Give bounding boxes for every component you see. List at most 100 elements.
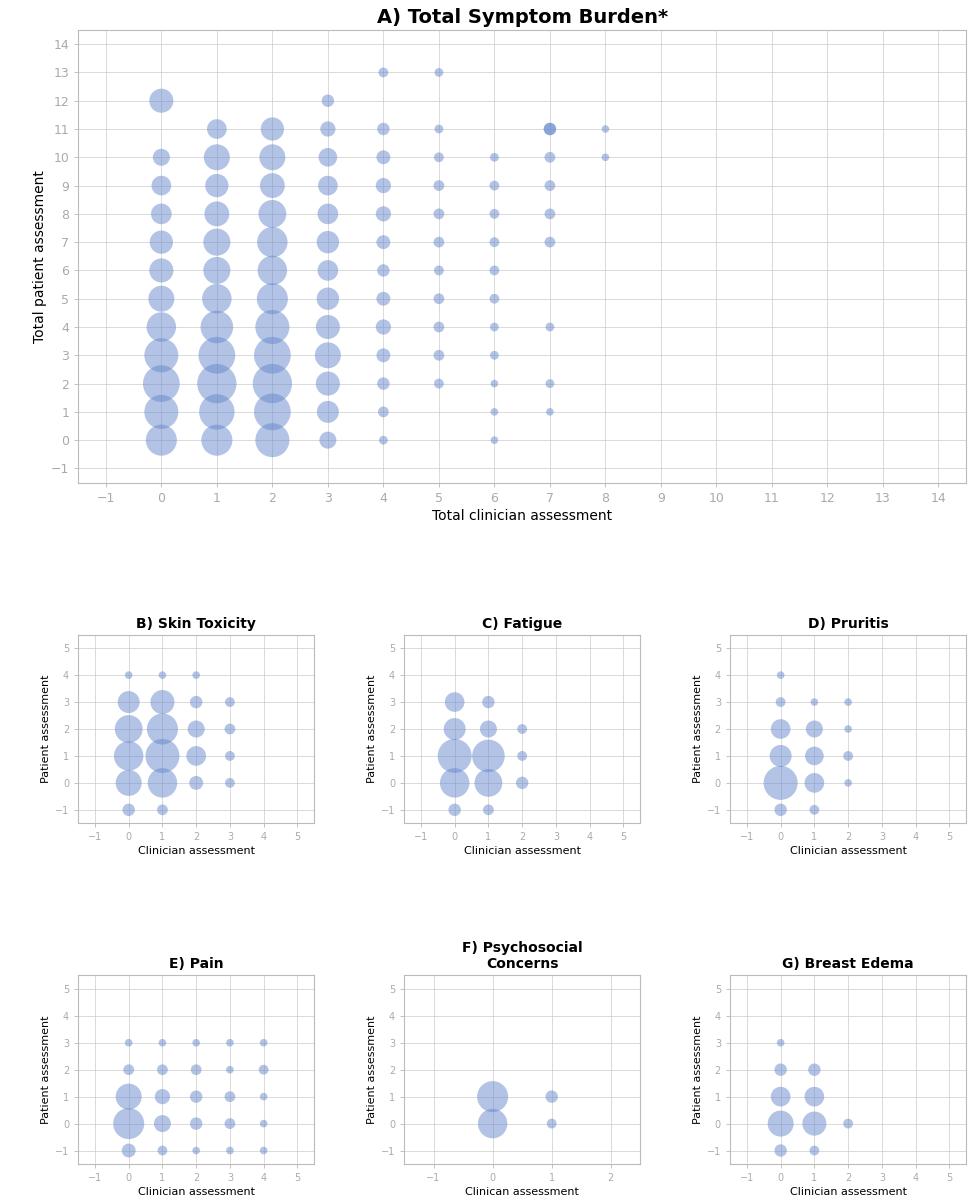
- Point: [806, 692, 822, 712]
- Point: [487, 260, 503, 280]
- Point: [188, 1033, 204, 1052]
- Point: [121, 666, 137, 685]
- Point: [542, 318, 557, 337]
- Point: [264, 402, 280, 421]
- Point: [806, 773, 822, 792]
- Point: [773, 800, 789, 820]
- Point: [209, 176, 224, 196]
- X-axis label: Clinician assessment: Clinician assessment: [138, 1187, 255, 1198]
- Point: [264, 318, 280, 337]
- Point: [121, 773, 137, 792]
- Point: [223, 692, 238, 712]
- Point: [376, 346, 391, 365]
- Point: [320, 431, 336, 450]
- Point: [431, 374, 447, 394]
- Point: [320, 402, 336, 421]
- Point: [256, 1114, 271, 1133]
- Point: [256, 1033, 271, 1052]
- Point: [320, 176, 336, 196]
- Point: [153, 346, 169, 365]
- Point: [223, 773, 238, 792]
- Point: [153, 148, 169, 167]
- Point: [376, 260, 391, 280]
- Point: [154, 1060, 170, 1079]
- Point: [487, 148, 503, 167]
- Point: [806, 1114, 822, 1133]
- X-axis label: Clinican assessment: Clinican assessment: [466, 1187, 579, 1198]
- Point: [223, 1033, 238, 1052]
- Point: [264, 120, 280, 139]
- Title: C) Fatigue: C) Fatigue: [482, 617, 562, 631]
- Point: [154, 800, 170, 820]
- Point: [544, 1087, 559, 1106]
- Point: [188, 1141, 204, 1160]
- Point: [806, 1087, 822, 1106]
- Point: [376, 233, 391, 252]
- Point: [320, 91, 336, 110]
- Point: [209, 374, 224, 394]
- X-axis label: Clinician assessment: Clinician assessment: [790, 846, 907, 857]
- Point: [121, 720, 137, 739]
- Point: [447, 746, 463, 766]
- Point: [431, 176, 447, 196]
- Point: [264, 176, 280, 196]
- Y-axis label: Patient assessment: Patient assessment: [693, 1015, 703, 1124]
- Point: [264, 233, 280, 252]
- Point: [840, 746, 856, 766]
- Point: [806, 800, 822, 820]
- Point: [209, 289, 224, 308]
- Point: [431, 233, 447, 252]
- Point: [154, 692, 170, 712]
- Point: [431, 346, 447, 365]
- Point: [188, 692, 204, 712]
- Point: [209, 120, 224, 139]
- Point: [376, 431, 391, 450]
- Point: [376, 318, 391, 337]
- Title: E) Pain: E) Pain: [169, 958, 224, 972]
- Point: [485, 1114, 501, 1133]
- Point: [480, 800, 496, 820]
- Point: [209, 431, 224, 450]
- Y-axis label: Patient assessment: Patient assessment: [367, 674, 377, 784]
- Point: [514, 773, 530, 792]
- Point: [773, 746, 789, 766]
- Point: [542, 374, 557, 394]
- Point: [209, 260, 224, 280]
- Point: [487, 204, 503, 223]
- Point: [806, 1141, 822, 1160]
- Point: [209, 148, 224, 167]
- Point: [542, 148, 557, 167]
- Point: [188, 1114, 204, 1133]
- Point: [542, 120, 557, 139]
- Point: [485, 1087, 501, 1106]
- Point: [320, 204, 336, 223]
- Point: [431, 289, 447, 308]
- Point: [480, 720, 496, 739]
- Point: [447, 692, 463, 712]
- Point: [153, 260, 169, 280]
- Point: [514, 746, 530, 766]
- Point: [773, 1087, 789, 1106]
- Point: [320, 260, 336, 280]
- Point: [542, 120, 557, 139]
- Point: [154, 1087, 170, 1106]
- Point: [223, 1114, 238, 1133]
- Point: [376, 289, 391, 308]
- Point: [773, 666, 789, 685]
- Point: [447, 773, 463, 792]
- Point: [264, 260, 280, 280]
- Point: [121, 800, 137, 820]
- Point: [544, 1114, 559, 1133]
- Point: [188, 720, 204, 739]
- Point: [376, 204, 391, 223]
- X-axis label: Clinician assessment: Clinician assessment: [464, 846, 581, 857]
- Point: [320, 318, 336, 337]
- Point: [487, 346, 503, 365]
- Point: [256, 1087, 271, 1106]
- Point: [431, 148, 447, 167]
- Point: [153, 233, 169, 252]
- Point: [840, 720, 856, 739]
- Point: [209, 346, 224, 365]
- Point: [320, 233, 336, 252]
- Point: [121, 1033, 137, 1052]
